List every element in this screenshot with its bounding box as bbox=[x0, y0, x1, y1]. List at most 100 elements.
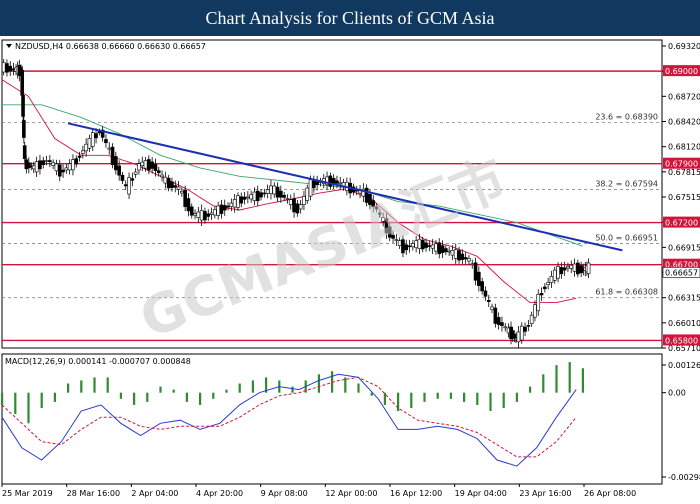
macd-histogram-bar bbox=[529, 386, 532, 393]
candle-body bbox=[500, 322, 504, 326]
candle-body bbox=[236, 195, 240, 208]
candle-body bbox=[282, 194, 286, 198]
macd-histogram-bar bbox=[502, 392, 505, 408]
candle-body bbox=[156, 170, 161, 174]
y-tick-label: 0.66915 bbox=[668, 243, 700, 252]
macd-line bbox=[1, 373, 577, 467]
macd-histogram-bar bbox=[67, 383, 70, 393]
y-tick-label: 0.67815 bbox=[668, 168, 700, 177]
candle-body bbox=[457, 250, 461, 261]
candle-body bbox=[338, 182, 343, 185]
candle-body bbox=[209, 212, 214, 215]
candle-body bbox=[272, 185, 277, 195]
candle-body bbox=[437, 242, 442, 255]
macd-histogram-bar bbox=[119, 392, 122, 399]
x-tick-label: 16 Apr 12:00 bbox=[390, 489, 442, 498]
candle-body bbox=[110, 146, 115, 165]
candle-body bbox=[279, 190, 283, 198]
macd-histogram-bar bbox=[370, 392, 373, 396]
candle-body bbox=[123, 184, 128, 187]
fib-level-label: 23.6 = 0.68390 bbox=[595, 112, 658, 121]
candle-body bbox=[519, 325, 524, 341]
candle-body bbox=[569, 264, 574, 269]
candle-body bbox=[364, 187, 369, 203]
candle-body bbox=[232, 199, 237, 208]
candle-body bbox=[114, 156, 118, 171]
candle-body bbox=[315, 181, 319, 185]
candle-body bbox=[473, 262, 478, 281]
candle-body bbox=[414, 240, 418, 249]
candle-body bbox=[226, 205, 230, 208]
macd-histogram-bar bbox=[489, 392, 492, 412]
macd-histogram-bar bbox=[14, 392, 17, 415]
candle-body bbox=[549, 276, 554, 283]
candle-body bbox=[529, 314, 534, 324]
macd-histogram-bar bbox=[1, 392, 4, 405]
candle-body bbox=[137, 163, 141, 171]
candle-body bbox=[67, 163, 72, 171]
candle-body bbox=[143, 160, 148, 169]
candle-body bbox=[213, 209, 217, 216]
candle-body bbox=[74, 158, 79, 165]
candle-body bbox=[503, 326, 508, 329]
candle-body bbox=[480, 281, 484, 292]
candle-body bbox=[206, 213, 211, 217]
candle-body bbox=[312, 180, 316, 189]
candle-body bbox=[193, 213, 197, 216]
candle-body bbox=[298, 204, 303, 210]
candle-body bbox=[71, 159, 75, 171]
price-chart-svg: 0.693200.690250.687200.684200.681200.678… bbox=[1, 39, 700, 498]
candle-body bbox=[57, 164, 62, 177]
candle-body bbox=[533, 304, 537, 318]
candle-body bbox=[133, 171, 138, 175]
x-tick-label: 26 Apr 08:00 bbox=[584, 489, 636, 498]
candle-body bbox=[269, 185, 273, 194]
fib-level-label: 61.8 = 0.66308 bbox=[595, 288, 658, 297]
candle-body bbox=[77, 155, 82, 158]
y-tick-label: 0.65710 bbox=[668, 344, 700, 353]
candle-body bbox=[150, 161, 154, 169]
candle-body bbox=[27, 162, 31, 169]
macd-histogram-bar bbox=[476, 392, 479, 405]
candle-body bbox=[387, 226, 392, 238]
main-panel-frame bbox=[1, 39, 663, 349]
candle-body bbox=[493, 307, 498, 324]
candle-body bbox=[404, 244, 409, 251]
macd-histogram-bar bbox=[133, 392, 136, 405]
sr-level-tag bbox=[663, 216, 700, 228]
candle-body bbox=[54, 163, 59, 172]
candle-body bbox=[430, 244, 435, 249]
sr-level-tag bbox=[663, 334, 700, 346]
y-tick-label: 0.69320 bbox=[668, 42, 700, 51]
candle-body bbox=[100, 129, 105, 138]
candle-body bbox=[140, 161, 145, 167]
macd-panel-frame bbox=[1, 353, 663, 485]
macd-histogram-bar bbox=[199, 392, 202, 405]
macd-histogram-bar bbox=[212, 392, 215, 399]
candle-body bbox=[536, 294, 541, 312]
candle-body bbox=[186, 198, 191, 212]
candle-body bbox=[81, 150, 85, 154]
macd-histogram-bar bbox=[357, 383, 360, 393]
candle-body bbox=[127, 177, 131, 195]
macd-histogram-bar bbox=[80, 380, 83, 393]
trendline bbox=[67, 122, 623, 252]
macd-histogram-bar bbox=[568, 362, 571, 393]
candle-body bbox=[490, 306, 494, 311]
macd-y-tick-label: -0.002985 bbox=[668, 473, 700, 482]
macd-histogram-bar bbox=[146, 392, 149, 402]
candle-body bbox=[196, 211, 201, 218]
candle-body bbox=[450, 249, 455, 256]
candle-body bbox=[460, 253, 465, 260]
candle-body bbox=[576, 262, 580, 275]
x-tick-label: 23 Apr 16:00 bbox=[519, 489, 571, 498]
candle-body bbox=[199, 210, 204, 221]
candle-body bbox=[21, 94, 25, 117]
candle-body bbox=[87, 138, 92, 149]
candle-body bbox=[275, 186, 280, 198]
candle-body bbox=[516, 331, 521, 343]
macd-histogram-bar bbox=[159, 386, 162, 393]
macd-histogram-bar bbox=[291, 386, 294, 393]
candle-body bbox=[463, 257, 468, 260]
macd-histogram-bar bbox=[581, 368, 584, 393]
